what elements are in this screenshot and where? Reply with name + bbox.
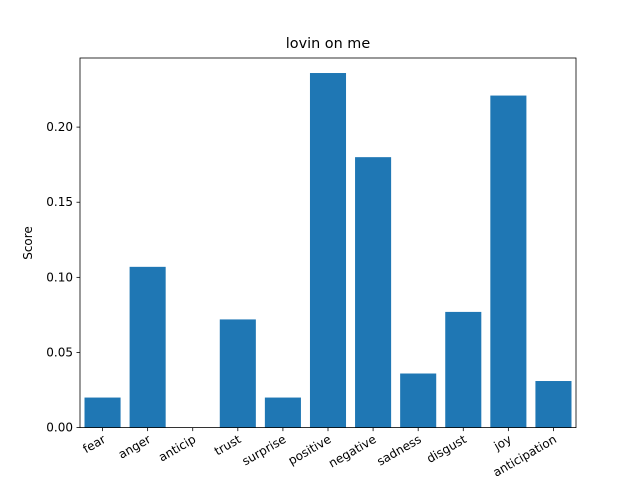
- y-tick-label: 0.05: [46, 345, 73, 359]
- bar-anger: [129, 266, 166, 428]
- y-tick-label: 0.00: [46, 421, 73, 435]
- bar-negative: [355, 157, 392, 428]
- y-axis: 0.00 0.05 0.10 0.15 0.20: [46, 120, 80, 435]
- bar-fear: [84, 397, 121, 428]
- bar-positive: [309, 73, 347, 428]
- bar-trust: [219, 319, 256, 428]
- bar-joy: [490, 95, 527, 428]
- bar-sadness: [400, 373, 437, 428]
- plot-area-frame: [79, 57, 577, 429]
- y-tick-label: 0.10: [46, 270, 73, 284]
- y-tick-label: 0.20: [46, 120, 73, 134]
- y-tick-label: 0.15: [46, 195, 73, 209]
- bar-anticipation: [535, 381, 572, 428]
- bar-disgust: [445, 311, 482, 428]
- bar-surprise: [264, 397, 301, 428]
- y-axis-label: Score: [21, 226, 35, 260]
- chart-title: lovin on me: [286, 36, 371, 52]
- bars-layer: [84, 73, 572, 428]
